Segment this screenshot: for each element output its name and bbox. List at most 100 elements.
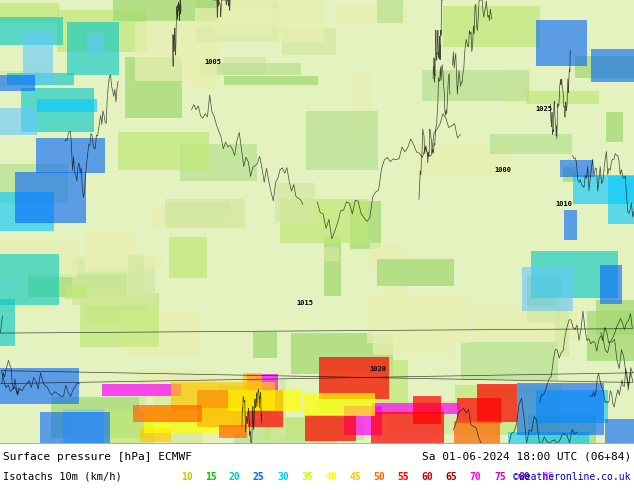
Text: 40: 40 xyxy=(325,471,337,482)
Bar xyxy=(517,383,604,435)
Bar xyxy=(219,0,323,42)
Bar xyxy=(443,6,540,47)
Bar xyxy=(526,91,599,104)
Bar xyxy=(573,175,633,203)
Bar xyxy=(555,298,569,357)
Bar xyxy=(422,70,529,101)
Bar xyxy=(154,384,232,416)
Bar xyxy=(84,253,163,269)
Bar xyxy=(528,415,596,447)
Bar xyxy=(0,192,55,231)
Bar xyxy=(150,207,249,229)
Bar xyxy=(477,384,517,422)
Bar xyxy=(0,71,47,86)
Text: 1010: 1010 xyxy=(555,201,573,207)
Bar xyxy=(386,284,404,309)
Bar xyxy=(200,63,301,75)
Bar xyxy=(0,239,77,277)
Bar xyxy=(564,210,577,240)
Bar xyxy=(223,57,266,75)
Bar xyxy=(63,409,104,454)
Text: 10: 10 xyxy=(181,471,193,482)
Bar xyxy=(252,332,276,358)
Text: 1025: 1025 xyxy=(536,106,553,112)
Text: 25: 25 xyxy=(253,471,265,482)
Text: 70: 70 xyxy=(470,471,482,482)
Bar xyxy=(597,300,634,335)
Bar xyxy=(306,111,378,170)
Text: 75: 75 xyxy=(494,471,506,482)
Bar xyxy=(373,333,453,355)
Bar xyxy=(87,33,103,54)
Bar xyxy=(465,403,512,418)
Text: 90: 90 xyxy=(566,471,578,482)
Bar xyxy=(8,73,74,85)
Bar xyxy=(275,183,315,223)
Bar xyxy=(135,22,219,81)
Bar xyxy=(40,413,110,449)
Bar xyxy=(139,370,218,412)
Bar xyxy=(508,432,589,445)
Bar xyxy=(0,74,36,91)
Bar xyxy=(65,285,87,299)
Bar xyxy=(170,386,272,416)
Bar xyxy=(125,57,182,118)
Bar xyxy=(247,374,278,394)
Bar xyxy=(504,72,531,107)
Bar xyxy=(165,199,245,227)
Bar xyxy=(0,368,79,404)
Text: ©weatheronline.co.uk: ©weatheronline.co.uk xyxy=(514,471,631,482)
Bar xyxy=(128,255,145,297)
Bar xyxy=(67,22,119,74)
Bar xyxy=(387,401,486,434)
Bar xyxy=(0,108,37,135)
Bar xyxy=(84,230,135,272)
Bar xyxy=(145,409,216,445)
Bar xyxy=(58,10,147,52)
Bar xyxy=(304,415,356,441)
Bar xyxy=(228,390,302,411)
Bar xyxy=(472,306,577,340)
Bar xyxy=(531,251,618,297)
Bar xyxy=(455,420,500,458)
Bar xyxy=(171,383,275,410)
Bar xyxy=(169,237,207,278)
Text: Isotachs 10m (km/h): Isotachs 10m (km/h) xyxy=(3,471,122,482)
Bar xyxy=(219,425,247,438)
Text: 85: 85 xyxy=(542,471,554,482)
Text: Surface pressure [hPa] ECMWF: Surface pressure [hPa] ECMWF xyxy=(3,452,192,462)
Bar xyxy=(560,160,593,177)
Text: 45: 45 xyxy=(349,471,361,482)
Bar xyxy=(377,0,403,23)
Bar xyxy=(85,293,148,324)
Bar xyxy=(0,17,63,45)
Text: 50: 50 xyxy=(373,471,385,482)
Text: 60: 60 xyxy=(422,471,434,482)
Text: 15: 15 xyxy=(205,471,217,482)
Bar xyxy=(307,207,380,229)
Bar xyxy=(180,144,257,181)
Bar xyxy=(68,410,154,462)
Bar xyxy=(319,360,408,413)
Text: 30: 30 xyxy=(277,471,289,482)
Bar xyxy=(37,99,97,112)
Bar xyxy=(271,379,286,439)
Bar xyxy=(243,373,262,390)
Bar xyxy=(144,408,248,433)
Bar xyxy=(191,44,217,90)
Bar xyxy=(324,236,341,296)
Bar xyxy=(563,168,576,182)
Bar xyxy=(371,412,444,451)
Text: 1000: 1000 xyxy=(494,167,511,173)
Bar xyxy=(281,28,335,55)
Bar xyxy=(197,390,283,427)
Bar xyxy=(0,298,15,346)
Text: Sa 01-06-2024 18:00 UTC (06+84): Sa 01-06-2024 18:00 UTC (06+84) xyxy=(422,452,631,462)
Text: 55: 55 xyxy=(398,471,410,482)
Bar xyxy=(605,419,634,455)
Bar xyxy=(350,201,382,249)
Bar xyxy=(536,390,608,423)
Bar xyxy=(527,275,561,322)
Bar xyxy=(354,72,371,134)
Bar xyxy=(235,418,337,457)
